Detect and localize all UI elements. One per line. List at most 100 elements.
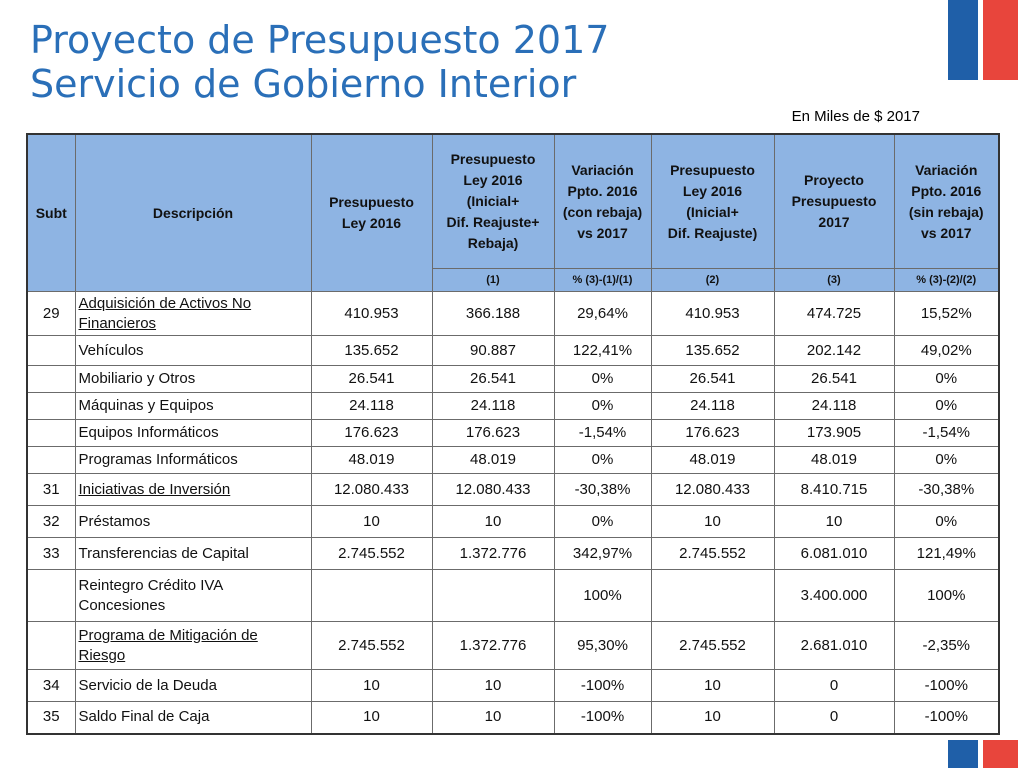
cell-c5: 8.410.715 (773, 473, 895, 506)
cell-c1: 12.080.433 (310, 473, 433, 506)
table-row: 34 Servicio de la Deuda 10 10 -100% 10 0 -100% (26, 669, 1000, 702)
table-row: 32 Préstamos 10 10 0% 10 10 0% (26, 505, 1000, 538)
cell-c1: 24.118 (310, 392, 433, 420)
cell-descripcion: Vehículos (74, 335, 312, 366)
cell-subt (26, 621, 76, 670)
cell-c4: 10 (650, 669, 775, 702)
header-presupuesto-2016: Presupuesto Ley 2016 (310, 133, 433, 292)
cell-c2: 10 (431, 669, 555, 702)
cell-c2: 366.188 (431, 291, 555, 336)
header-presupuesto-2016-rebaja: Presupuesto Ley 2016 (Inicial+ Dif. Reaj… (431, 133, 555, 269)
cell-c3: 29,64% (553, 291, 652, 336)
cell-c1: 10 (310, 669, 433, 702)
cell-descripcion: Saldo Final de Caja (74, 701, 312, 734)
cell-c1: 2.745.552 (310, 537, 433, 570)
cell-subt (26, 446, 76, 474)
cell-c4: 10 (650, 701, 775, 734)
cell-descripcion-text: Mobiliario y Otros (78, 370, 196, 387)
cell-c1: 10 (310, 701, 433, 734)
cell-c2: 10 (431, 701, 555, 734)
subheader-row: (1) % (3)-(1)/(1) (2) (3) % (3)-(2)/(2) (27, 268, 1000, 292)
table-row: 29 Adquisición de Activos No Financieros 4… (26, 291, 1000, 336)
cell-c3: -1,54% (553, 419, 652, 447)
cell-subt: 31 (26, 473, 76, 506)
header-variacion-sin-rebaja: Variación Ppto. 2016 (sin rebaja) vs 201… (893, 133, 1000, 269)
cell-descripcion-text: Reintegro Crédito IVA Concesiones (78, 576, 223, 614)
cell-c5: 0 (773, 669, 895, 702)
table-row: 33 Transferencias de Capital 2.745.552 1.37… (26, 537, 1000, 570)
subheader-2: (2) (650, 268, 775, 292)
table-row: 35 Saldo Final de Caja 10 10 -100% 10 0 -100% (26, 701, 1000, 734)
cell-c1: 176.623 (310, 419, 433, 447)
cell-c6: -2,35% (893, 621, 1000, 670)
cell-descripcion: Préstamos (74, 505, 312, 538)
cell-descripcion-text: Saldo Final de Caja (78, 708, 210, 726)
header-subt: Subt (26, 133, 76, 292)
header-descripcion: Descripción (74, 133, 312, 292)
cell-c1: 410.953 (310, 291, 433, 336)
title-line-1: Proyecto de Presupuesto 2017 (30, 18, 610, 62)
subheader-1: (1) (431, 268, 555, 292)
cell-c2: 26.541 (431, 365, 555, 393)
cell-subt: 33 (26, 537, 76, 570)
cell-c5: 2.681.010 (773, 621, 895, 670)
cell-subt (26, 419, 76, 447)
cell-descripcion-text: Vehículos (78, 341, 144, 359)
table-body: 29 Adquisición de Activos No Financieros 4… (26, 291, 1000, 734)
cell-c3: 0% (553, 446, 652, 474)
cell-c6: 100% (893, 569, 1000, 622)
cell-subt: 34 (26, 669, 76, 702)
cell-descripcion: Transferencias de Capital (74, 537, 312, 570)
table-row: Programa de Mitigación de Riesgo 2.745.55… (26, 621, 1000, 670)
cell-c3: 342,97% (553, 537, 652, 570)
cell-c4: 2.745.552 (650, 621, 775, 670)
header-proyecto-2017: Proyecto Presupuesto 2017 (773, 133, 895, 269)
cell-c2: 1.372.776 (431, 537, 555, 570)
cell-c5: 0 (773, 701, 895, 734)
cell-subt: 29 (26, 291, 76, 336)
cell-c2: 12.080.433 (431, 473, 555, 506)
cell-descripcion-text: Programa de Mitigación de Riesgo (78, 626, 258, 664)
cell-c1 (310, 569, 433, 622)
table-row: Mobiliario y Otros 26.541 26.541 0% 26.541 26… (26, 365, 1000, 393)
cell-c4: 24.118 (650, 392, 775, 420)
cell-c4: 176.623 (650, 419, 775, 447)
table-row: Equipos Informáticos 176.623 176.623 -1,54%… (26, 419, 1000, 447)
cell-descripcion: Mobiliario y Otros (74, 365, 312, 393)
table-row: 31 Iniciativas de Inversión 12.080.433 12.0… (26, 473, 1000, 506)
cell-c3: -100% (553, 701, 652, 734)
cell-descripcion-text: Servicio de la Deuda (78, 676, 217, 694)
cell-subt: 35 (26, 701, 76, 734)
cell-c1: 10 (310, 505, 433, 538)
cell-c6: 0% (893, 446, 1000, 474)
cell-descripcion-text: Adquisición de Activos No Financieros (78, 294, 252, 332)
cell-c6: 0% (893, 365, 1000, 393)
cell-c4: 48.019 (650, 446, 775, 474)
cell-subt (26, 392, 76, 420)
budget-table: Subt Descripción Presupuesto Ley 2016 Pr… (26, 133, 1000, 735)
cell-c6: -1,54% (893, 419, 1000, 447)
cell-descripcion: Reintegro Crédito IVA Concesiones (74, 569, 312, 622)
cell-descripcion-text: Equipos Informáticos (78, 424, 219, 441)
cell-c1: 135.652 (310, 335, 433, 366)
table-row: Reintegro Crédito IVA Concesiones 100% 3.4… (26, 569, 1000, 622)
cell-c1: 2.745.552 (310, 621, 433, 670)
page-title: Proyecto de Presupuesto 2017 Servicio de… (30, 18, 609, 106)
cell-c2: 1.372.776 (431, 621, 555, 670)
cell-c1: 48.019 (310, 446, 433, 474)
chile-flag-bottom-decoration (948, 740, 1018, 768)
cell-subt: 32 (26, 505, 76, 538)
cell-c5: 173.905 (773, 419, 895, 447)
table-row: Vehículos 135.652 90.887 122,41% 135.652 202.… (26, 335, 1000, 366)
cell-c5: 6.081.010 (773, 537, 895, 570)
cell-descripcion: Iniciativas de Inversión (74, 473, 312, 506)
cell-descripcion-text: Programas Informáticos (78, 451, 238, 468)
cell-c3: 0% (553, 392, 652, 420)
cell-descripcion-text: Iniciativas de Inversión (78, 480, 231, 498)
cell-c6: 121,49% (893, 537, 1000, 570)
cell-c2: 48.019 (431, 446, 555, 474)
cell-subt (26, 335, 76, 366)
cell-c3: 122,41% (553, 335, 652, 366)
cell-subt (26, 569, 76, 622)
cell-c3: 0% (553, 505, 652, 538)
